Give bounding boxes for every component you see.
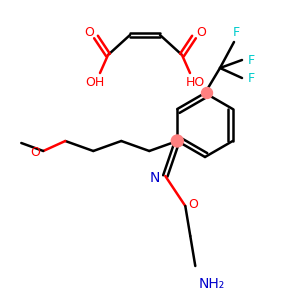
Text: F: F: [248, 71, 255, 85]
Text: O: O: [196, 26, 206, 40]
Text: O: O: [188, 197, 198, 211]
Text: OH: OH: [85, 76, 105, 89]
Text: O: O: [30, 146, 40, 160]
Text: HO: HO: [185, 76, 205, 89]
Circle shape: [202, 88, 212, 98]
Text: N: N: [150, 171, 160, 185]
Text: F: F: [232, 26, 240, 40]
Text: O: O: [84, 26, 94, 40]
Text: NH₂: NH₂: [198, 277, 224, 291]
Circle shape: [171, 135, 183, 147]
Text: F: F: [248, 53, 255, 67]
